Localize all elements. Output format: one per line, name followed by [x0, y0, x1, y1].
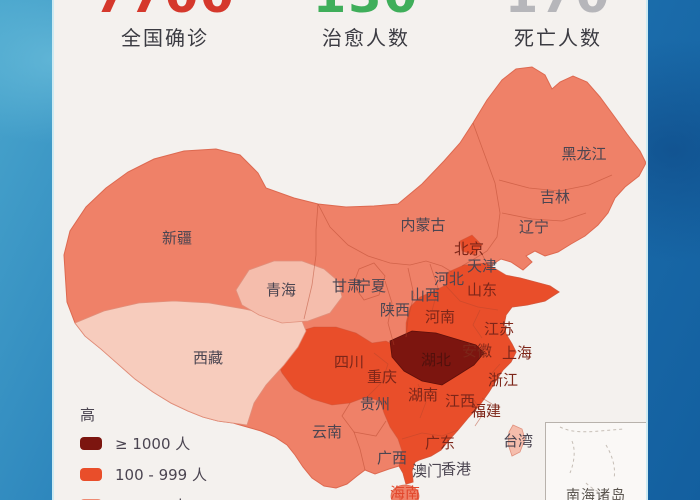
province-label-湖北: 湖北 [421, 351, 451, 369]
province-label-台湾: 台湾 [503, 432, 533, 450]
death-count: 170 [468, 0, 646, 20]
province-label-河北: 河北 [434, 270, 464, 288]
legend-label: ≥ 1000 人 [115, 435, 191, 453]
province-label-澳门: 澳门 [412, 462, 442, 480]
province-label-江西: 江西 [445, 392, 475, 410]
province-label-黑龙江: 黑龙江 [561, 145, 606, 163]
province-borders [303, 122, 613, 471]
qinghai-region [235, 260, 343, 324]
province-label-福建: 福建 [471, 402, 501, 420]
infographic-card: 7700 全国确诊 130 治愈人数 170 死亡人数 [52, 0, 648, 500]
confirmed-count: 7700 [75, 0, 255, 20]
hubei-region [389, 330, 485, 386]
legend-item: 100 - 999 人 [80, 464, 300, 485]
province-label-河南: 河南 [425, 308, 455, 326]
legend-label: 100 - 999 人 [115, 466, 207, 484]
province-label-贵州: 贵州 [360, 395, 390, 413]
cured-label: 治愈人数 [322, 26, 410, 50]
inset-islands-sketch [559, 426, 625, 496]
province-label-青海: 青海 [266, 281, 296, 299]
province-label-宁夏: 宁夏 [356, 277, 386, 295]
province-label-新疆: 新疆 [162, 229, 192, 247]
legend-item: ≥ 1000 人 [80, 433, 300, 454]
province-label-安徽: 安徽 [462, 342, 492, 360]
province-label-陕西: 陕西 [380, 301, 410, 319]
taiwan-island [507, 424, 526, 457]
confirmed-label: 全国确诊 [121, 26, 209, 50]
province-label-吉林: 吉林 [540, 188, 570, 206]
province-label-四川: 四川 [334, 353, 364, 371]
province-label-浙江: 浙江 [488, 371, 518, 389]
province-label-西藏: 西藏 [193, 349, 223, 367]
province-label-海南: 海南 [390, 484, 420, 500]
tibet-region [74, 300, 307, 426]
province-label-山西: 山西 [410, 286, 440, 304]
death-label: 死亡人数 [514, 26, 602, 50]
inset-label: 南海诸岛 [566, 488, 626, 500]
legend-swatch [80, 468, 102, 481]
province-label-江苏: 江苏 [484, 320, 514, 338]
province-label-辽宁: 辽宁 [519, 218, 549, 236]
legend-title: 高 [80, 406, 96, 424]
province-label-广西: 广西 [377, 449, 407, 467]
hainan-island [390, 484, 420, 500]
cured-count: 130 [276, 0, 456, 20]
province-label-湖南: 湖南 [408, 386, 438, 404]
province-label-广东: 广东 [425, 434, 455, 452]
province-label-山东: 山东 [467, 281, 497, 299]
legend-item: 10 - 99 人 [80, 495, 300, 500]
legend-swatch [80, 437, 102, 450]
province-label-重庆: 重庆 [367, 368, 397, 386]
province-label-北京: 北京 [454, 240, 484, 258]
beijing-region [459, 234, 483, 256]
province-label-香港: 香港 [441, 460, 471, 478]
province-label-云南: 云南 [312, 423, 342, 441]
province-label-甘肃: 甘肃 [332, 277, 362, 295]
province-label-上海: 上海 [502, 344, 532, 362]
south-china-sea-inset: 南海诸岛 [545, 422, 646, 500]
province-label-天津: 天津 [467, 257, 497, 275]
legend-label: 10 - 99 人 [115, 495, 188, 500]
province-label-内蒙古: 内蒙古 [400, 216, 445, 234]
